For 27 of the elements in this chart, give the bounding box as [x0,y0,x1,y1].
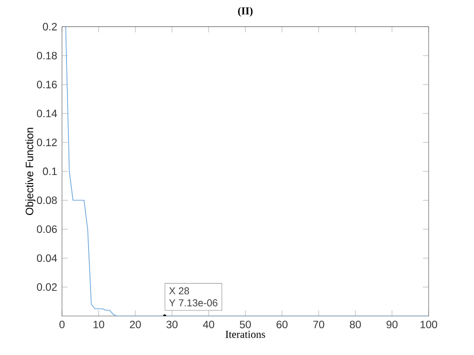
x-tick-label: 100 [420,320,438,328]
x-tick-label: 20 [130,320,141,328]
y-tick-label: 0.14 [36,110,57,118]
y-tick-label: 0.02 [36,283,57,291]
chart-title: (II) [238,6,253,17]
x-tick-label: 60 [276,320,288,328]
y-tick-label: 0.18 [36,52,57,60]
annotation: X 28 [169,287,190,294]
x-tick-label: 0 [59,320,65,328]
y-tick-label: 0.2 [42,22,57,30]
y-tick-label: 0.06 [36,225,57,233]
x-tick-label: 10 [94,320,104,328]
y-tick-label: 0.04 [36,254,57,262]
x-tick-label: 90 [386,320,398,328]
x-tick-label: 40 [202,320,214,328]
x-tick-label: 70 [313,320,324,328]
y-tick-label: 0.12 [36,138,57,146]
x-axis-title: Iterations [226,330,266,338]
annotation: Y 7.13e-06 [169,299,218,306]
x-tick-label: 30 [166,320,178,328]
x-tick-label: 50 [240,320,251,328]
y-tick-label: 0.08 [36,196,57,204]
y-tick-label: 0.1 [42,168,57,176]
y-axis-title: Objective Function [25,128,36,216]
y-tick-label: 0.16 [36,80,57,88]
line-series [65,26,429,316]
x-tick-label: 80 [350,320,361,328]
